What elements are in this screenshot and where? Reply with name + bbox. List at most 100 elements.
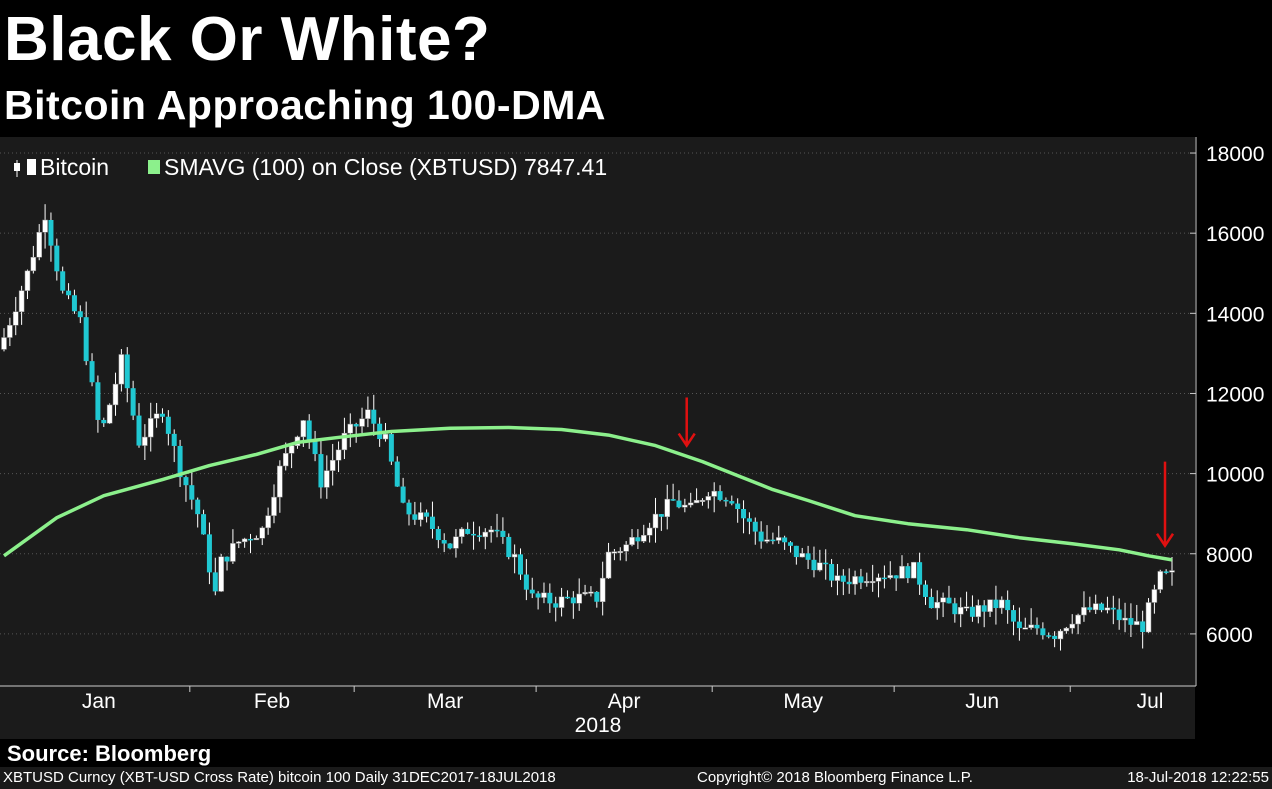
candle-body [717,491,723,500]
candle-body [1151,589,1158,603]
candle-body [494,529,500,532]
candle-body [1099,603,1105,611]
candle-body [799,553,805,558]
candle-body [905,566,911,579]
candle-body [382,433,389,440]
candle-body [840,575,846,582]
candle-body [95,382,101,420]
candle-body [846,581,852,585]
candle-body [928,596,934,609]
candle-body [576,593,582,604]
candle-body [917,562,923,585]
x-tick-label-may: May [783,690,823,713]
candle-body [1116,609,1122,621]
candle-body [394,461,400,487]
candle-body [482,531,489,538]
candle-body [999,599,1005,609]
candle-body [1005,599,1011,611]
y-tick-label: 18000 [1206,143,1264,166]
candle-body [218,556,224,592]
candle-body [741,509,747,519]
candle-body [341,432,348,451]
candle-body [829,564,835,581]
arrow-1-head [677,432,696,448]
x-axis: Jan Feb Mar Apr May Jun Jul 2018 [0,685,1196,737]
candle-body [699,499,706,502]
candle-body [864,581,870,584]
candle-body [975,605,982,618]
candle-body [811,559,817,571]
x-tick-label-jun: Jun [965,690,999,713]
candle-body [899,565,905,579]
chart-area [0,137,1195,739]
candle-body [1046,635,1052,637]
candle-body [652,513,659,529]
candle-body [852,576,858,585]
candle-body [1140,621,1146,633]
candle-body [42,219,48,233]
candle-body [1040,628,1046,636]
candle-body [424,512,430,517]
candle-body [89,361,95,383]
y-axis: 6000 8000 10000 12000 14000 16000 18000 [1190,137,1264,686]
candle-body [459,528,465,537]
candle-body [259,527,266,539]
candle-body [30,256,37,272]
candle-body [599,577,606,602]
candle-body [153,413,160,419]
candle-body [101,419,107,424]
candle-body [435,528,441,541]
candle-body [177,445,183,478]
candle-body [36,232,42,258]
y-tick-label: 14000 [1206,303,1264,326]
annotation-arrows [677,397,1175,548]
candle-body [682,504,688,508]
candle-body [1034,624,1040,629]
candle-body [288,445,295,454]
candle-body [869,581,876,584]
candle-body [987,599,993,612]
candle-body [787,542,793,546]
candle-body [1128,618,1134,625]
candle-body [1011,610,1017,622]
candle-body [1110,607,1116,610]
candle-body [529,589,535,594]
candle-body [570,597,576,604]
candle-body [60,271,66,291]
x-tick-label-jan: Jan [82,690,116,713]
candle-body [1104,607,1111,611]
sma-line [2,425,1173,562]
candle-body [206,534,212,573]
candle-body [54,245,60,272]
candle-body [635,537,641,542]
candle-body [735,503,741,510]
candle-body [952,603,958,615]
candle-body [159,413,165,417]
candle-body [641,535,647,542]
candle-body [1092,603,1099,611]
candle-body [940,597,946,603]
chart-subtitle: Bitcoin Approaching 100-DMA [4,82,606,128]
candle-body [1081,607,1087,616]
candle-body [1022,627,1029,630]
legend: Bitcoin SMAVG (100) on Close (XBTUSD) 78… [14,154,607,180]
candle-body [171,433,177,446]
candle-body [265,515,271,529]
y-tick-label: 10000 [1206,464,1264,487]
candle-body [365,409,371,419]
candle-body [118,354,125,385]
candle-body [594,591,600,602]
candle-body [858,576,864,583]
candle-body [417,512,424,521]
candle-body [441,540,447,544]
candle-body [782,537,788,543]
legend-sma-swatch [148,160,160,174]
candle-body [805,553,811,560]
candle-body [582,592,588,595]
footer-ticker-info: XBTUSD Curncy (XBT-USD Cross Rate) bitco… [3,769,556,786]
candle-body [793,545,799,558]
candle-body [388,434,394,462]
candle-body [664,498,670,518]
candle-body [511,554,518,558]
footer-timestamp: 18-Jul-2018 12:22:55 [1127,769,1269,786]
